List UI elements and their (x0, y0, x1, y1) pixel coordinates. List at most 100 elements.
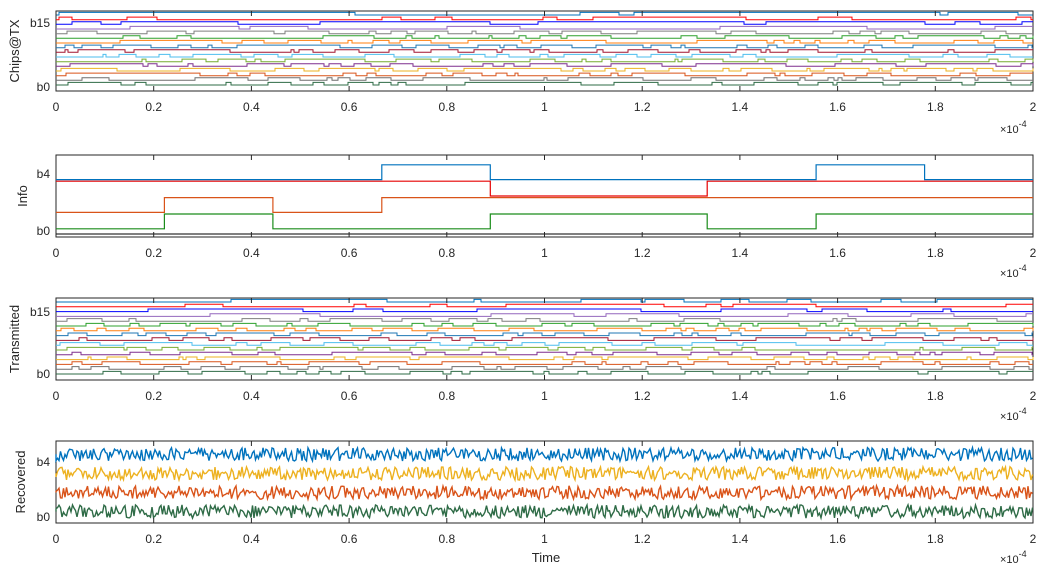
recovered-trace-b2 (55, 464, 1034, 483)
chip-trace-b5 (56, 346, 1033, 351)
chip-trace-b4 (56, 351, 1033, 356)
x-tick-label: 2 (1030, 532, 1037, 546)
x-tick-label: 1.2 (634, 100, 651, 114)
chip-trace-b13 (56, 308, 1033, 313)
chip-trace-b6 (56, 53, 1033, 58)
x-tick-label: 1.8 (927, 246, 944, 260)
chip-trace-b2 (56, 361, 1033, 365)
chip-trace-b12 (56, 313, 1033, 317)
x-tick-label: 1.2 (634, 246, 651, 260)
chip-trace-b15 (56, 11, 1033, 16)
chips-tx-exponent: ×10-4 (1000, 119, 1027, 136)
chip-trace-b8 (56, 332, 1033, 337)
info-x-ticks: 0 0.2 0.4 0.6 0.8 1 1.2 1.4 1.6 1.8 2 (53, 155, 1037, 260)
exp-base: ×10 (1000, 554, 1019, 566)
info-series-b3 (56, 180, 1033, 197)
recovered-trace-b0 (55, 502, 1034, 521)
x-tick-label: 0.4 (243, 532, 260, 546)
x-tick-label: 2 (1030, 389, 1037, 403)
x-tick-label: 0.4 (243, 100, 260, 114)
x-tick-label: 1.6 (829, 100, 846, 114)
recovered-panel: 0 0.2 0.4 0.6 0.8 1 1.2 1.4 1.6 1.8 2 b4 b0 Recove… (13, 440, 1037, 566)
x-tick-label: 1.8 (927, 100, 944, 114)
chip-trace-b0 (56, 81, 1033, 86)
recovered-ytick-bottom: b0 (37, 510, 51, 524)
transmitted-traces (56, 298, 1034, 375)
chip-trace-b10 (56, 35, 1034, 39)
transmitted-axes (55, 297, 1034, 381)
chip-trace-b9 (56, 39, 1033, 44)
x-tick-label: 0 (53, 246, 60, 260)
recovered-trace-b3 (55, 444, 1033, 464)
chip-trace-b7 (56, 49, 1033, 53)
exp-power: -4 (1019, 406, 1027, 416)
chip-trace-b2 (56, 72, 1033, 77)
recovered-traces (55, 444, 1034, 521)
chip-trace-b1 (56, 77, 1033, 81)
chip-trace-b13 (56, 21, 1033, 25)
chips-tx-ylabel: Chips@TX (7, 19, 22, 82)
x-tick-label: 1 (541, 246, 548, 260)
x-tick-label: 1.6 (829, 532, 846, 546)
chip-trace-b8 (56, 44, 1033, 49)
chip-trace-b11 (56, 318, 1033, 322)
chip-trace-b3 (56, 356, 1034, 361)
chip-trace-b14 (56, 303, 1033, 308)
x-tick-label: 0.2 (145, 389, 162, 403)
x-tick-label: 1.4 (732, 389, 749, 403)
recovered-exponent: ×10-4 (1000, 549, 1027, 566)
x-tick-label: 1.6 (829, 246, 846, 260)
recovered-ylabel: Recovered (13, 451, 28, 514)
x-tick-label: 0.8 (438, 100, 455, 114)
exp-power: -4 (1019, 119, 1027, 129)
x-tick-label: 0.8 (438, 389, 455, 403)
x-tick-label: 0.8 (438, 246, 455, 260)
chip-trace-b12 (56, 25, 1033, 30)
exp-base: ×10 (1000, 411, 1019, 423)
exp-base: ×10 (1000, 124, 1019, 136)
chips-tx-traces (56, 11, 1034, 86)
transmitted-ytick-bottom: b0 (37, 367, 51, 381)
x-tick-label: 0 (53, 389, 60, 403)
x-tick-label: 1 (541, 100, 548, 114)
chip-trace-b4 (56, 63, 1034, 67)
x-tick-label: 0.8 (438, 532, 455, 546)
transmitted-x-ticks: 0 0.2 0.4 0.6 0.8 1 1.2 1.4 1.6 1.8 2 (53, 298, 1037, 403)
transmitted-ylabel: Transmitted (7, 305, 22, 373)
recovered-ytick-top: b4 (37, 455, 51, 469)
x-tick-label: 1.8 (927, 389, 944, 403)
x-tick-label: 0.6 (341, 532, 358, 546)
info-series-b2 (56, 197, 1033, 213)
x-tick-label: 1 (541, 389, 548, 403)
chip-trace-b14 (56, 16, 1033, 21)
exp-base: ×10 (1000, 268, 1019, 280)
x-tick-label: 0.6 (341, 100, 358, 114)
chip-trace-b7 (56, 337, 1034, 341)
chip-trace-b3 (56, 67, 1034, 72)
chips-tx-x-ticks: 0 0.2 0.4 0.6 0.8 1 1.2 1.4 1.6 1.8 2 (53, 11, 1037, 114)
x-tick-label: 0.2 (145, 100, 162, 114)
recovered-trace-b1 (55, 483, 1033, 502)
x-tick-label: 0.6 (341, 246, 358, 260)
recovered-x-ticks: 0 0.2 0.4 0.6 0.8 1 1.2 1.4 1.6 1.8 2 (53, 441, 1037, 546)
chip-trace-b15 (56, 298, 1033, 303)
info-series-b4 (56, 164, 1033, 181)
x-tick-label: 2 (1030, 100, 1037, 114)
x-tick-label: 0 (53, 100, 60, 114)
info-panel: 0 0.2 0.4 0.6 0.8 1 1.2 1.4 1.6 1.8 2 b4 b0 Info ×… (15, 154, 1037, 280)
chip-trace-b11 (56, 30, 1033, 35)
chip-trace-b9 (56, 327, 1034, 332)
chips-tx-ytick-top: b15 (30, 16, 50, 30)
x-tick-label: 1.2 (634, 532, 651, 546)
x-tick-label: 0.2 (145, 532, 162, 546)
x-tick-label: 0.4 (243, 389, 260, 403)
transmitted-panel: 0 0.2 0.4 0.6 0.8 1 1.2 1.4 1.6 1.8 2 b15 b0 Trans… (7, 297, 1037, 423)
exp-power: -4 (1019, 549, 1027, 559)
x-tick-label: 0.6 (341, 389, 358, 403)
x-tick-label: 1.4 (732, 100, 749, 114)
transmitted-exponent: ×10-4 (1000, 406, 1027, 423)
x-tick-label: 0 (53, 532, 60, 546)
x-tick-label: 2 (1030, 246, 1037, 260)
chip-trace-b6 (56, 342, 1033, 346)
